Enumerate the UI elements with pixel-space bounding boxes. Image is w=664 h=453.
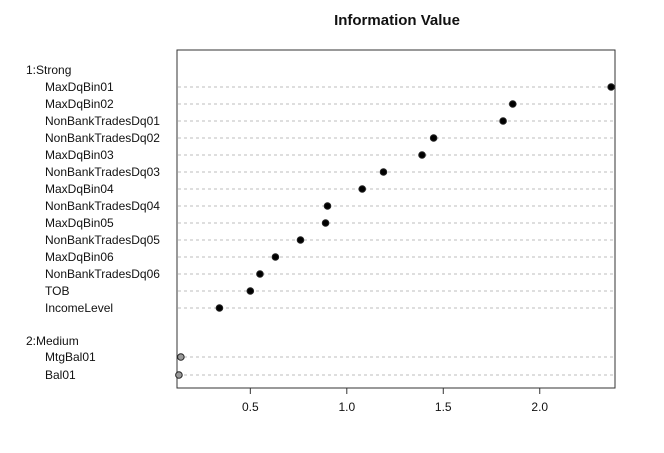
plot-layer: 1:Strong MaxDqBin01 MaxDqBin02 NonBankTrade… bbox=[26, 49, 616, 414]
data-point bbox=[256, 270, 264, 278]
x-tick-label: 2.0 bbox=[531, 400, 548, 414]
data-point bbox=[215, 304, 224, 312]
data-point bbox=[323, 202, 332, 210]
data-point bbox=[418, 151, 426, 159]
row-label: NonBankTradesDq02 bbox=[45, 131, 160, 145]
row-label: IncomeLevel bbox=[45, 301, 113, 315]
data-point bbox=[296, 236, 305, 244]
row-label: NonBankTradesDq05 bbox=[45, 233, 160, 247]
group-label: 1:Strong bbox=[26, 63, 71, 77]
row-label: NonBankTradesDq06 bbox=[45, 267, 160, 281]
chart-title: Information Value bbox=[334, 12, 460, 29]
row-label: NonBankTradesDq03 bbox=[45, 165, 160, 179]
data-point bbox=[271, 253, 280, 261]
data-point bbox=[379, 168, 388, 176]
group-label: 2:Medium bbox=[26, 334, 79, 348]
x-tick-label: 1.0 bbox=[338, 400, 355, 414]
row-label: MaxDqBin03 bbox=[45, 148, 114, 162]
row-label: Bal01 bbox=[45, 368, 76, 382]
data-point bbox=[321, 219, 330, 227]
row-label: MaxDqBin01 bbox=[45, 80, 114, 94]
data-point bbox=[499, 117, 507, 125]
row-label: MaxDqBin04 bbox=[45, 182, 114, 196]
row-label: TOB bbox=[45, 284, 69, 298]
data-point bbox=[175, 371, 183, 379]
row-label: NonBankTradesDq01 bbox=[45, 114, 160, 128]
data-point bbox=[607, 83, 615, 91]
row-label: MaxDqBin02 bbox=[45, 97, 114, 111]
plot-frame bbox=[176, 49, 616, 389]
data-point bbox=[246, 287, 255, 295]
row-label: MaxDqBin05 bbox=[45, 216, 114, 230]
x-tick-label: 1.5 bbox=[435, 400, 452, 414]
data-point bbox=[358, 185, 367, 193]
data-point bbox=[177, 353, 185, 361]
row-label: MaxDqBin06 bbox=[45, 250, 114, 264]
x-tick-label: 0.5 bbox=[242, 400, 259, 414]
row-label: NonBankTradesDq04 bbox=[45, 199, 160, 213]
data-point bbox=[429, 134, 438, 142]
data-point bbox=[508, 100, 517, 108]
row-label: MtgBal01 bbox=[45, 350, 96, 364]
